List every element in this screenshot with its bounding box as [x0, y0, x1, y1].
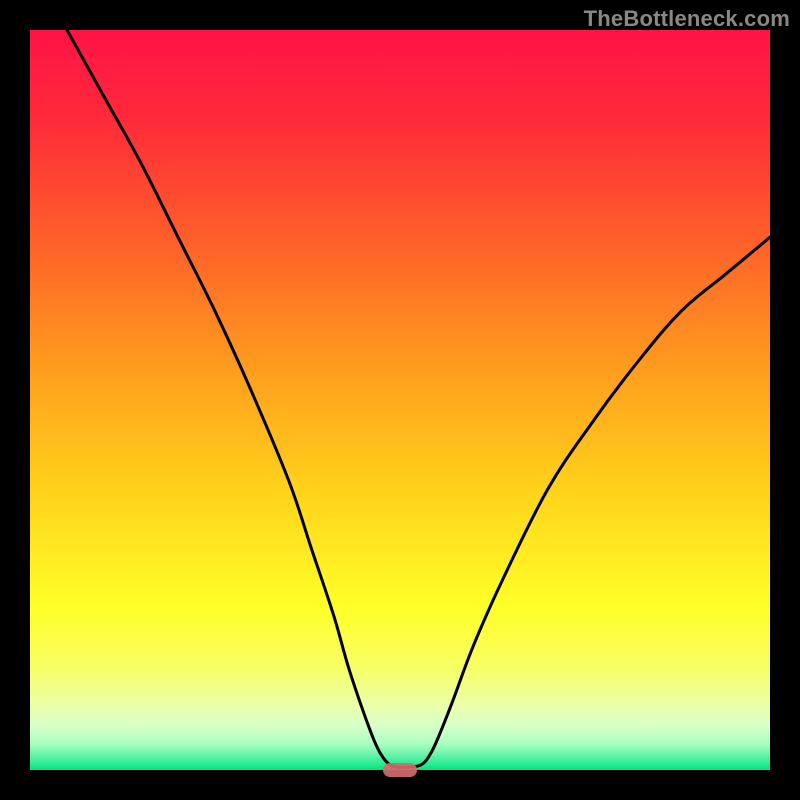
plot-area	[30, 30, 770, 770]
chart-frame: TheBottleneck.com	[0, 0, 800, 800]
background-gradient	[30, 30, 770, 770]
attribution-label: TheBottleneck.com	[584, 6, 790, 32]
optimal-point-marker	[383, 763, 416, 776]
